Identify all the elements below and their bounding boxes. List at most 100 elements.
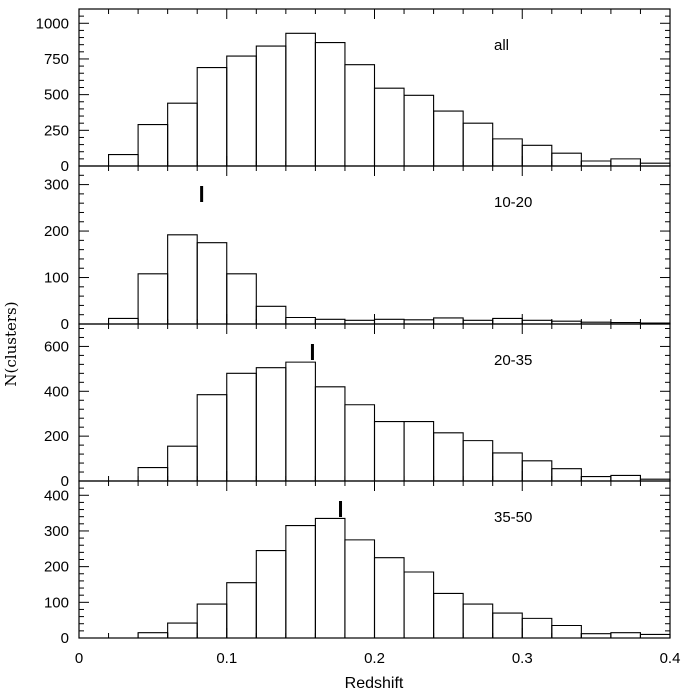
histogram-bar <box>314 318 346 324</box>
histogram-bar <box>226 582 257 638</box>
histogram-bar <box>167 234 198 324</box>
y-tick-label: 200 <box>44 559 69 576</box>
histogram-bar <box>610 632 641 638</box>
histogram-bar <box>433 110 464 166</box>
y-tick-label: 500 <box>44 87 69 104</box>
histogram-bar <box>580 160 612 166</box>
histogram-bar <box>226 55 257 166</box>
histogram-bar <box>373 557 405 638</box>
histogram-bar <box>462 440 494 481</box>
histogram-bar <box>137 124 169 166</box>
histogram-bar <box>610 158 641 166</box>
histogram-bar <box>196 603 228 638</box>
histogram-bar <box>373 421 405 481</box>
histogram-bar <box>314 386 346 481</box>
histogram-bar <box>403 319 435 324</box>
y-tick-label: 100 <box>44 594 69 611</box>
histogram-bar <box>551 152 582 166</box>
histogram-bar <box>403 421 435 481</box>
panel-label: 20-35 <box>494 352 532 369</box>
histogram-bar <box>108 154 139 166</box>
y-tick-label: 0 <box>61 316 69 333</box>
histogram-bar <box>285 525 316 638</box>
histogram-bar <box>521 617 553 638</box>
panel-label: 35-50 <box>494 509 532 526</box>
histogram-bar <box>167 445 198 481</box>
histogram-bar <box>492 317 523 324</box>
panel-label: 10-20 <box>494 194 532 211</box>
histogram-bar <box>285 361 316 481</box>
y-tick-label: 100 <box>44 270 69 287</box>
histogram-bar <box>196 242 228 324</box>
x-tick-label: 0.4 <box>660 650 681 667</box>
panels-group: 02505007501000all010020030010-2002004006… <box>36 8 671 647</box>
x-tick-label: 0.3 <box>512 650 533 667</box>
y-tick-label: 250 <box>44 122 69 139</box>
histogram-bar <box>108 317 139 324</box>
panel-2: 0 100 200 300 10-20 <box>44 165 671 333</box>
y-tick-label: 300 <box>44 523 69 540</box>
panel-1: 0 250 500 750 1000 all <box>36 8 671 175</box>
panel-4: 0 100 200 300 400 35-50 <box>44 480 671 647</box>
histogram-bar <box>167 622 198 638</box>
y-tick-label: 200 <box>44 223 69 240</box>
histogram-bar <box>492 452 523 481</box>
y-tick-label: 1000 <box>36 15 69 32</box>
x-axis-title: Redshift <box>345 675 404 692</box>
histogram-bar <box>492 612 523 638</box>
y-tick-label: 400 <box>44 487 69 504</box>
histogram-bar <box>580 633 612 638</box>
histogram-bar <box>255 367 287 481</box>
histogram-bar <box>285 316 316 324</box>
x-tick-label: 0.1 <box>216 650 237 667</box>
histogram-bar <box>226 273 257 324</box>
histogram-bar <box>255 45 287 166</box>
histogram-bar <box>373 87 405 166</box>
histogram-bar <box>521 460 553 481</box>
histogram-bar <box>403 94 435 166</box>
histogram-bar <box>521 144 553 166</box>
x-tick-label: 0 <box>75 650 83 667</box>
x-tick-labels: 0 0.1 0.2 0.3 0.4 <box>75 650 681 667</box>
histogram-bar <box>196 394 228 481</box>
panel-3: 0 200 400 600 20-35 <box>44 323 671 490</box>
histogram-bar <box>314 41 346 166</box>
histogram-bar <box>226 372 257 481</box>
y-tick-label: 0 <box>61 473 69 490</box>
y-axis-title: N(clusters) <box>2 301 20 386</box>
histogram-bar <box>373 318 405 324</box>
histogram-bar <box>551 624 582 638</box>
histogram-bar <box>344 64 376 166</box>
histogram-bar <box>462 603 494 638</box>
histogram-bar <box>255 550 287 638</box>
histogram-bar <box>492 138 523 166</box>
histogram-bar <box>285 32 316 166</box>
histogram-bar <box>433 432 464 481</box>
histogram-bar <box>580 475 612 481</box>
histogram-bar <box>433 317 464 324</box>
histogram-bar <box>403 571 435 638</box>
histogram-bar <box>344 404 376 481</box>
y-tick-label: 200 <box>44 428 69 445</box>
y-tick-label: 750 <box>44 51 69 68</box>
histogram-bar <box>255 305 287 324</box>
x-tick-label: 0.2 <box>364 650 385 667</box>
y-tick-label: 0 <box>61 630 69 647</box>
histogram-bar <box>196 66 228 166</box>
histogram-bar <box>610 474 641 481</box>
y-tick-label: 400 <box>44 383 69 400</box>
y-tick-label: 0 <box>61 158 69 175</box>
histogram-bar <box>551 468 582 481</box>
histogram-bar <box>433 592 464 638</box>
histogram-bar <box>462 122 494 166</box>
histogram-bar <box>344 539 376 638</box>
histogram-bar <box>137 632 169 638</box>
histogram-bar <box>314 517 346 638</box>
histogram-bar <box>167 102 198 166</box>
y-tick-label: 300 <box>44 177 69 194</box>
panel-label: all <box>494 37 509 54</box>
histogram-bar <box>137 273 169 324</box>
histogram-bar <box>137 466 169 481</box>
y-tick-label: 600 <box>44 338 69 355</box>
